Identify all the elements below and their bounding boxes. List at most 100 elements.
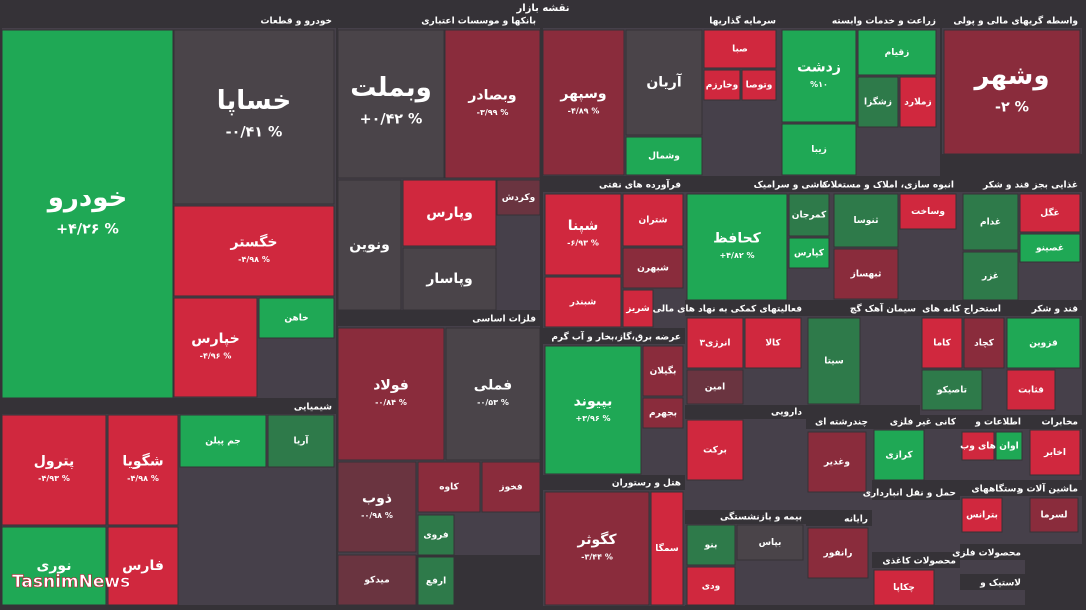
tile — [1, 414, 107, 526]
tile-symbol: اوان — [999, 442, 1018, 452]
tile — [1006, 369, 1056, 411]
tile-change: -۰/۴۱ % — [226, 125, 283, 141]
tile-change: %۱۰ — [810, 80, 828, 89]
tile — [445, 327, 541, 461]
tile-change: +۴/۲۶ % — [56, 222, 119, 238]
tile-symbol: وکردش — [502, 193, 535, 203]
tile-change: -۰/۵۳ % — [477, 398, 509, 407]
tile — [337, 554, 417, 606]
tile-symbol: فولاد — [373, 378, 409, 394]
tile-symbol: کاما — [933, 339, 951, 349]
tile-symbol: وساخت — [911, 207, 945, 217]
tile — [337, 461, 417, 553]
tile-symbol: قزوین — [1029, 339, 1058, 349]
tile — [961, 497, 1003, 533]
tile-symbol: شتران — [639, 216, 668, 226]
tile-symbol: غصینو — [1035, 244, 1064, 254]
tile — [544, 491, 650, 606]
tile-change: +۳/۹۶ % — [575, 414, 610, 423]
tile-symbol: کچاد — [974, 339, 994, 349]
tile-change: -۴/۸۹ % — [568, 106, 600, 115]
tile — [781, 29, 857, 123]
sector-title: دستگاههای — [971, 483, 1021, 495]
tile-symbol: میدکو — [363, 576, 389, 586]
tile-change: -۳/۴۴ % — [581, 552, 613, 561]
tile-symbol: های وب — [960, 442, 996, 452]
sector-title: زراعت و خدمات وابسته — [832, 17, 936, 27]
tile-change: -۴/۹۸ % — [238, 255, 270, 264]
tile — [622, 289, 654, 328]
tile-change: -۴/۹۳ % — [38, 474, 70, 483]
tile — [833, 248, 899, 300]
tile — [686, 317, 744, 369]
sector-title: عرضه برق،گاز،بخار و آب گرم — [551, 331, 681, 343]
sector-title: ماشین آلات و — [1017, 483, 1078, 495]
tile-symbol: رانفور — [823, 549, 853, 559]
tile-symbol: غزر — [981, 272, 999, 282]
tile-symbol: ارفع — [426, 577, 446, 587]
tile — [807, 431, 867, 493]
tile-symbol: نوری — [37, 558, 72, 574]
tile — [337, 327, 445, 461]
tile — [481, 461, 541, 513]
tile-symbol: آریان — [646, 73, 683, 91]
tile — [173, 205, 335, 297]
tile-symbol: وپاسار — [425, 271, 472, 287]
watermark: TasnimNews — [12, 572, 130, 592]
tile-symbol: جم پیلن — [205, 437, 241, 447]
tile — [899, 76, 937, 128]
tile — [417, 514, 455, 556]
tile — [1, 29, 174, 399]
tile — [943, 29, 1081, 155]
tile — [703, 29, 777, 69]
tile — [807, 317, 861, 405]
tile — [921, 317, 963, 369]
tile-symbol: شریز — [625, 304, 650, 314]
tile-symbol: سمگا — [655, 542, 679, 554]
tile — [1029, 429, 1081, 476]
tile — [544, 276, 622, 328]
tile — [337, 29, 445, 179]
tile-symbol: وخارزم — [706, 81, 738, 91]
tile — [703, 69, 741, 101]
tile-symbol: شپنا — [568, 218, 598, 234]
tile — [1006, 317, 1081, 369]
sector-title: بانکها و موسسات اعتباری — [421, 17, 536, 27]
tile-symbol: خودرو — [46, 183, 128, 213]
sector-title: محصولات فلزی — [952, 549, 1021, 559]
tile — [921, 369, 983, 411]
tile-change: -۰/۹۸ % — [361, 511, 393, 520]
tile-change: -۴/۹۸ % — [127, 474, 159, 483]
tile — [686, 369, 744, 405]
tile-symbol: اخابر — [1043, 448, 1066, 458]
tile-symbol: شبندر — [569, 298, 597, 308]
tile — [686, 419, 744, 481]
tile-symbol: انرژی۳ — [700, 339, 731, 349]
tile — [642, 345, 684, 397]
tile-symbol: بنو — [704, 541, 718, 551]
sector-title: غذایی بجز قند و شکر — [982, 181, 1078, 191]
tile — [622, 193, 684, 247]
tile — [544, 345, 642, 475]
tile-symbol: ثبهساز — [850, 270, 882, 280]
tile-symbol: وسپهر — [559, 86, 606, 102]
sector-title: مخابرات — [1041, 418, 1078, 428]
sector-title: فرآورده های نفتی — [599, 179, 681, 191]
tile — [622, 247, 684, 289]
tile-change: -۲ % — [995, 100, 1029, 116]
sector-title: استخراج کانه های — [922, 305, 1001, 315]
tile-symbol: امین — [705, 383, 725, 393]
sector-title: فعالیتهای کمکی به نهاد های مالی — [653, 305, 802, 315]
tile — [857, 76, 899, 128]
tile-symbol: فارس — [122, 558, 164, 574]
tile — [173, 29, 335, 205]
tile — [995, 431, 1023, 461]
tile — [417, 556, 455, 606]
tile-symbol: بجهرم — [649, 409, 677, 419]
tile — [788, 193, 830, 237]
tile — [807, 527, 869, 579]
tile-symbol: قثابت — [1018, 386, 1044, 396]
tile-symbol: خپارس — [191, 331, 239, 347]
sector-title: سرمایه گذاریها — [709, 15, 776, 27]
